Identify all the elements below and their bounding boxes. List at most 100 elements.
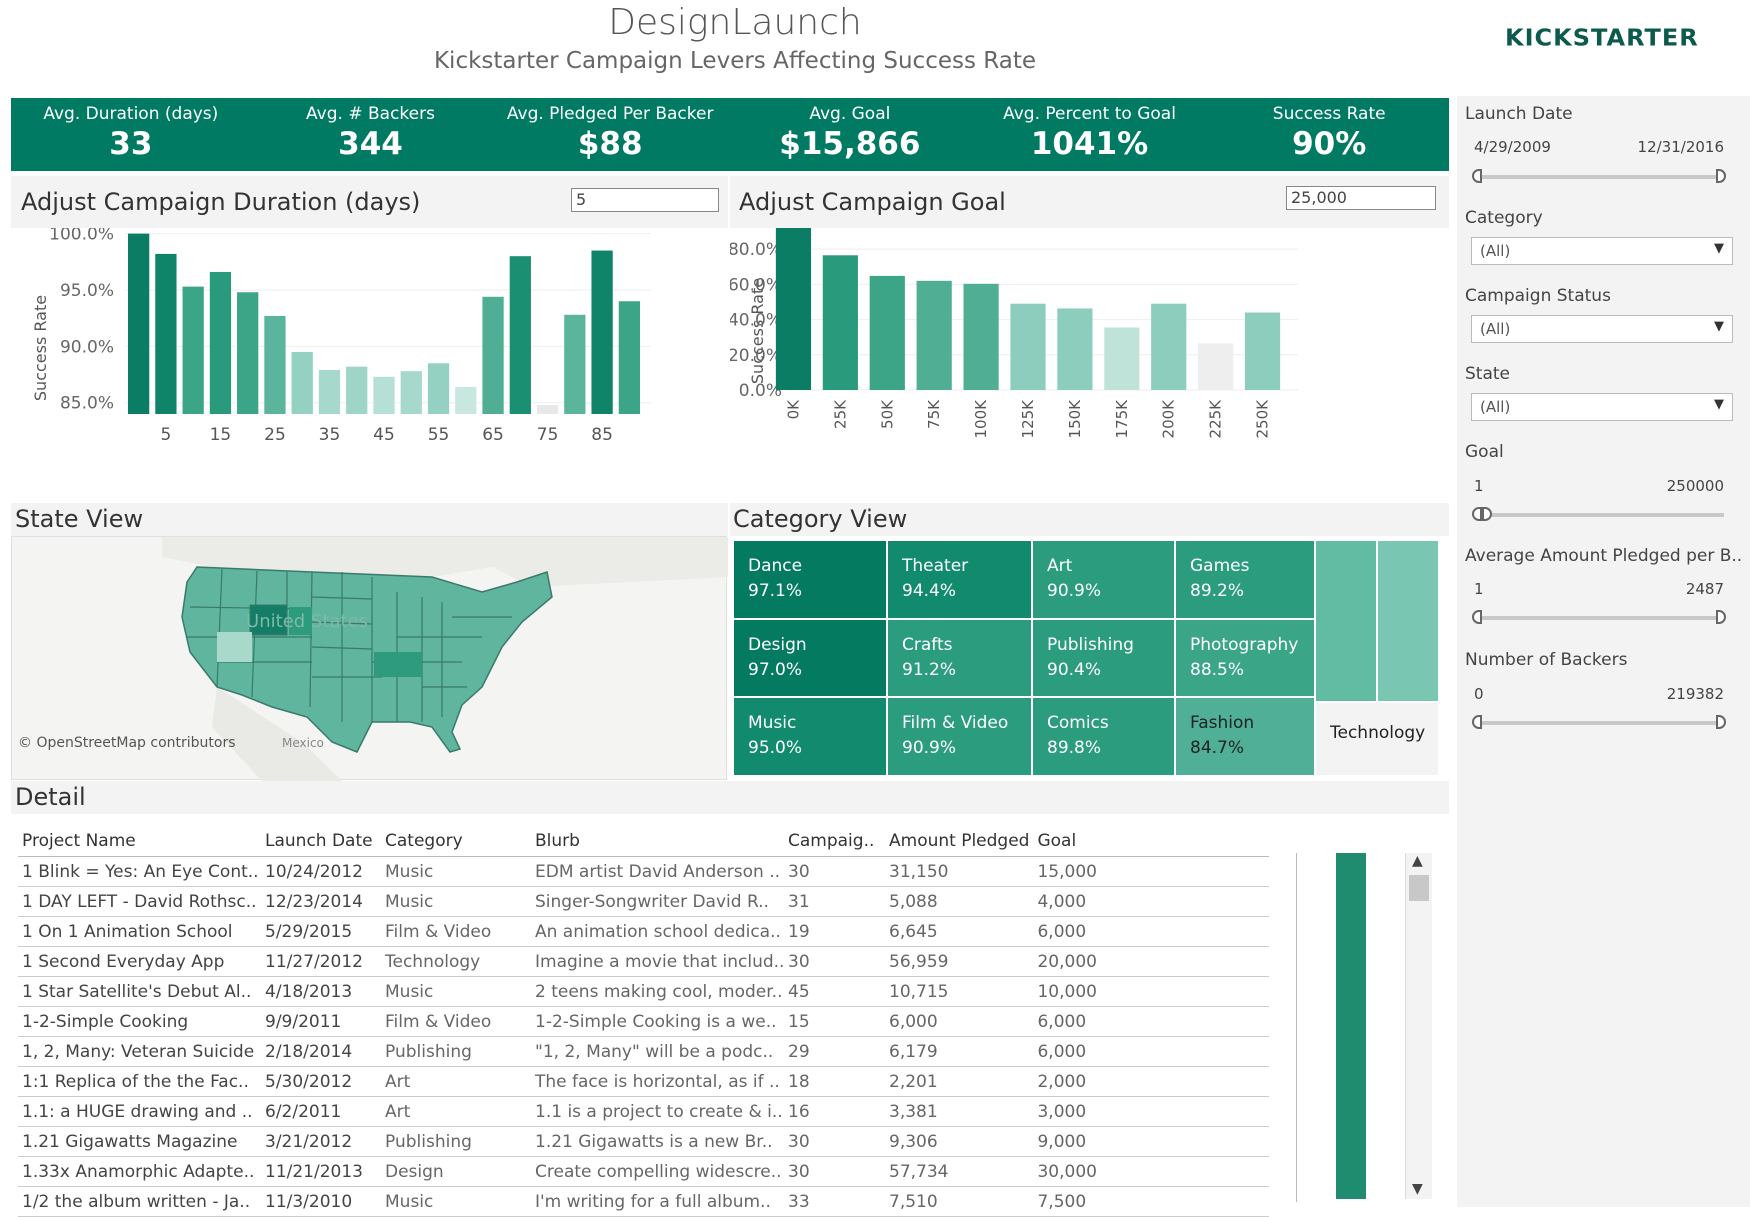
table-row[interactable]: 1, 2, Many: Veteran Suicide 2/18/2014 Publ… [18, 1036, 1270, 1067]
cell-label: Music [748, 713, 797, 733]
backers-slider[interactable] [1472, 715, 1726, 729]
treemap-cell-technology-b[interactable] [1377, 540, 1439, 702]
goal-bar[interactable] [775, 228, 812, 390]
treemap-cell-technology[interactable]: Technology [1315, 702, 1439, 776]
goal-bar[interactable] [916, 280, 952, 390]
duration-bar[interactable] [182, 286, 204, 414]
treemap-cell-dance[interactable]: Dance 97.1% [733, 540, 887, 619]
goal-bar[interactable] [1057, 308, 1093, 390]
duration-bar[interactable] [536, 404, 559, 414]
duration-bar[interactable] [564, 314, 586, 414]
column-goal[interactable]: Goal [1033, 826, 1172, 857]
column-campaign-duration[interactable]: Campaig.. [784, 826, 885, 857]
goal-bar[interactable] [1151, 303, 1187, 390]
chevron-down-icon[interactable]: ▼ [1714, 319, 1724, 334]
table-row[interactable]: 1 DAY LEFT - David Rothsc.. 12/23/2014 Mus… [18, 886, 1270, 917]
goal-bar[interactable] [1010, 303, 1046, 390]
state-dropdown[interactable]: (All) ▼ [1471, 393, 1733, 421]
slider-min-handle[interactable] [1472, 715, 1482, 729]
table-row[interactable]: 1 Blink = Yes: An Eye Cont.. 10/24/2012 Mu… [18, 856, 1270, 887]
slider-max-handle[interactable] [1716, 169, 1726, 183]
treemap-cell-games[interactable]: Games 89.2% [1175, 540, 1315, 619]
duration-bar[interactable] [209, 271, 232, 414]
table-row[interactable]: 1.21 Gigawatts Magazine 3/21/2012 Publishi… [18, 1126, 1270, 1157]
canada-shape [162, 537, 728, 587]
duration-bar[interactable] [237, 292, 259, 414]
duration-bar[interactable] [373, 376, 395, 414]
goal-slider[interactable] [1472, 507, 1724, 521]
column-category[interactable]: Category [381, 826, 531, 857]
detail-scrollbar[interactable]: ▲ ▼ [1405, 853, 1432, 1199]
launch-date-cell: 10/24/2012 [261, 856, 381, 887]
column-launch-date[interactable]: Launch Date [261, 826, 381, 857]
table-row[interactable]: 1 Second Everyday App 11/27/2012 Technolog… [18, 946, 1270, 977]
duration-bar[interactable] [127, 233, 150, 414]
table-row[interactable]: 1:1 Replica of the the Fac.. 5/30/2012 Art… [18, 1066, 1270, 1097]
duration-bar[interactable] [400, 371, 422, 414]
launch-date-slider[interactable] [1472, 169, 1726, 183]
treemap-cell-crafts[interactable]: Crafts 91.2% [887, 619, 1032, 697]
treemap-cell-film-video[interactable]: Film & Video 90.9% [887, 697, 1032, 776]
table-row[interactable]: 1.33x Anamorphic Adapte.. 11/21/2013 Desig… [18, 1156, 1270, 1187]
state-tennessee[interactable] [374, 652, 422, 677]
treemap-cell-publishing[interactable]: Publishing 90.4% [1032, 619, 1175, 697]
slider-max-handle[interactable] [1716, 715, 1726, 729]
duration-bar[interactable] [155, 253, 177, 414]
table-row[interactable]: 1.1: a HUGE drawing and .. 6/2/2011 Art 1.1… [18, 1096, 1270, 1127]
treemap-cell-theater[interactable]: Theater 94.4% [887, 540, 1032, 619]
state-utah[interactable] [217, 632, 252, 662]
column-blurb[interactable]: Blurb [531, 826, 784, 857]
slider-min-handle[interactable] [1472, 610, 1482, 624]
scrollbar-thumb[interactable] [1409, 875, 1429, 901]
duration-bar[interactable] [591, 250, 613, 414]
treemap-cell-design[interactable]: Design 97.0% [733, 619, 887, 697]
duration-parameter-input[interactable]: 5 [571, 188, 719, 212]
column-project-name[interactable]: Project Name [18, 826, 261, 857]
state-wyoming[interactable] [249, 604, 288, 636]
goal-bar[interactable] [1104, 327, 1140, 390]
goal-bar[interactable] [1244, 312, 1281, 390]
treemap-cell-photography[interactable]: Photography 88.5% [1175, 619, 1315, 697]
duration-bar[interactable] [482, 296, 504, 414]
table-row[interactable]: 1/2 the album written - Ja.. 11/3/2010 Mus… [18, 1186, 1270, 1217]
campaign-status-dropdown[interactable]: (All) ▼ [1471, 315, 1733, 343]
goal-bar[interactable] [963, 283, 999, 390]
slider-min-handle[interactable] [1472, 169, 1482, 183]
duration-bar[interactable] [291, 352, 313, 414]
chevron-down-icon[interactable]: ▼ [1714, 397, 1724, 412]
duration-bar[interactable] [455, 386, 477, 414]
duration-bar[interactable] [427, 363, 450, 414]
category-treemap[interactable]: Dance 97.1% Theater 94.4% Art 90.9% Games 89… [733, 540, 1439, 776]
duration-bar[interactable] [264, 315, 286, 414]
slider-max-handle[interactable] [1716, 610, 1726, 624]
column-amount-pledged[interactable]: Amount Pledged [885, 826, 1034, 857]
cell-label: Fashion [1190, 713, 1255, 733]
duration-bar[interactable] [509, 256, 531, 414]
avg-pledged-slider[interactable] [1472, 610, 1726, 624]
goal-bar[interactable] [869, 275, 905, 390]
goal-bar[interactable] [822, 255, 858, 390]
treemap-cell-comics[interactable]: Comics 89.8% [1032, 697, 1175, 776]
us-map-graphic[interactable]: United States Mexico © OpenStreetMap con… [12, 537, 728, 781]
state-map[interactable]: United States Mexico © OpenStreetMap con… [11, 536, 728, 781]
state-nebraska[interactable] [289, 607, 312, 635]
category-dropdown[interactable]: (All) ▼ [1471, 237, 1733, 265]
table-row[interactable]: 1 On 1 Animation School 5/29/2015 Film & V… [18, 916, 1270, 947]
table-row[interactable]: 1-2-Simple Cooking 9/9/2011 Film & Video 1-… [18, 1006, 1270, 1037]
duration-bar[interactable] [318, 370, 341, 414]
goal-bar[interactable] [1198, 343, 1234, 390]
duration-bar[interactable] [618, 301, 641, 414]
treemap-cell-technology-a[interactable] [1315, 540, 1377, 702]
scroll-up-icon[interactable]: ▲ [1412, 853, 1423, 869]
scroll-down-icon[interactable]: ▼ [1412, 1181, 1423, 1197]
goal-parameter-input[interactable]: 25,000 [1286, 186, 1436, 210]
treemap-cell-fashion[interactable]: Fashion 84.7% [1175, 697, 1315, 776]
treemap-cell-music[interactable]: Music 95.0% [733, 697, 887, 776]
slider-min-handle[interactable] [1472, 507, 1482, 521]
chevron-down-icon[interactable]: ▼ [1714, 241, 1724, 256]
slider-max-handle[interactable] [1482, 507, 1492, 521]
table-row[interactable]: 1 Star Satellite's Debut Al.. 4/18/2013 Mu… [18, 976, 1270, 1007]
treemap-cell-art[interactable]: Art 90.9% [1032, 540, 1175, 619]
dashboard-title: DesignLaunch [608, 2, 862, 43]
duration-bar[interactable] [346, 366, 368, 414]
